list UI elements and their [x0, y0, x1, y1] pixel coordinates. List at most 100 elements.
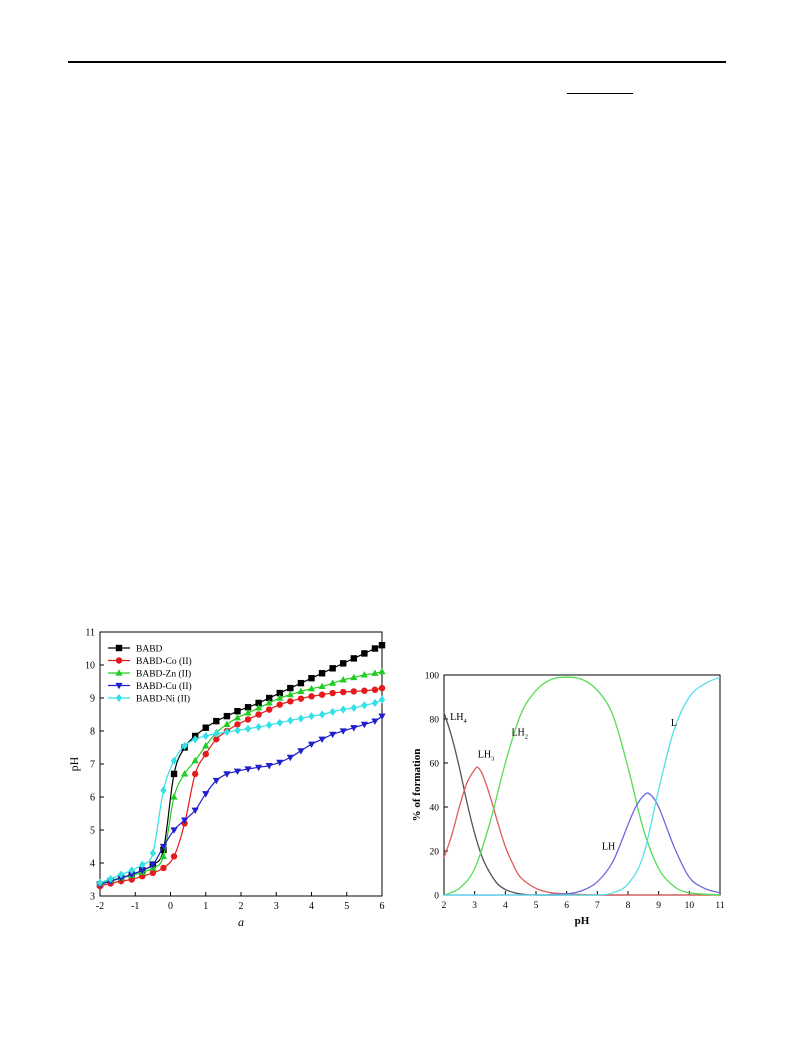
data-point-babd-cu-ii [297, 748, 305, 755]
data-point-babd-ni-ii [308, 712, 315, 721]
data-point-babd-cu-ii [339, 728, 347, 735]
x-tick-label: 11 [715, 901, 724, 911]
data-point-babd [371, 645, 379, 652]
data-point-babd [234, 708, 241, 715]
data-point-babd-ni-ii [287, 716, 294, 725]
data-point-babd-zn-ii [244, 709, 252, 716]
x-tick-label: 4 [309, 901, 314, 912]
text-underline-rule [567, 93, 633, 94]
data-point-babd-zn-ii [202, 742, 210, 749]
data-point-babd-zn-ii [360, 671, 368, 678]
data-point-babd-co-ii [234, 721, 241, 728]
data-point-babd [244, 704, 252, 711]
x-tick-label: 8 [626, 901, 631, 911]
data-point-babd-ni-ii [318, 710, 326, 719]
y-tick-label: 3 [90, 892, 95, 903]
data-point-babd-co-ii [297, 695, 305, 702]
data-point-babd-ni-ii [255, 723, 262, 732]
data-point-babd-ni-ii [213, 729, 220, 738]
data-point-babd [378, 642, 386, 649]
data-point-babd [223, 712, 231, 720]
data-point-babd-ni-ii [149, 849, 157, 858]
y-tick-label: 5 [90, 826, 95, 837]
curve-label-lh4: LH4 [450, 712, 467, 725]
x-tick-label: -2 [96, 901, 104, 912]
data-point-babd [318, 670, 326, 677]
data-point-babd-co-ii [329, 689, 336, 697]
data-point-babd-cu-ii [149, 862, 157, 869]
data-point-babd-co-ii [350, 688, 357, 695]
data-point-babd-zn-ii [233, 714, 242, 721]
curve-label-lh3: LH3 [478, 749, 495, 762]
data-point-babd-co-ii [244, 716, 252, 723]
x-tick-label: 2 [442, 901, 447, 911]
data-point-babd [202, 724, 209, 731]
data-point-babd-ni-ii [266, 721, 273, 730]
data-point-babd-cu-ii [223, 771, 231, 778]
data-point-babd [170, 770, 178, 778]
data-point-babd [297, 679, 305, 687]
data-point-babd-zn-ii [286, 690, 294, 698]
data-point-babd-zn-ii [265, 699, 273, 706]
data-point-babd-zn-ii [378, 667, 386, 675]
data-point-babd-zn-ii [255, 704, 263, 711]
x-axis-label: pH [575, 915, 590, 927]
curve-label-lh2: LH2 [511, 728, 528, 741]
data-point-babd-ni-ii [234, 726, 241, 735]
y-tick-label: 60 [430, 760, 440, 770]
data-point-babd-ni-ii [128, 866, 135, 875]
data-point-babd-co-ii [149, 869, 157, 877]
data-point-babd-ni-ii [160, 786, 167, 795]
data-point-babd-zn-ii [318, 682, 326, 690]
data-point-babd-ni-ii [329, 707, 336, 716]
data-point-babd-cu-ii [360, 721, 368, 729]
data-point-babd-co-ii [371, 686, 379, 693]
y-tick-label: 40 [430, 804, 440, 814]
data-point-babd-cu-ii [350, 725, 358, 732]
data-point-babd-cu-ii [244, 766, 252, 773]
data-point-babd-cu-ii [181, 817, 189, 824]
x-tick-label: 6 [380, 901, 385, 912]
species-distribution-chart: 2 3 4 5 6 7 8 9 10 11 0 20 40 60 80 100 pH % of formation… [392, 655, 732, 955]
species-curve-l [444, 676, 721, 896]
legend-marker-babd-co-ii [115, 657, 123, 664]
data-point-babd-ni-ii [297, 714, 305, 723]
data-point-babd-ni-ii [244, 724, 252, 733]
x-tick-label: 5 [344, 901, 349, 912]
legend-label-babd-co-ii: BABD-Co (II) [136, 656, 192, 667]
data-point-babd-co-ii [255, 711, 262, 718]
data-point-babd-co-ii [287, 698, 294, 705]
species-distribution-svg: 2 3 4 5 6 7 8 9 10 11 0 20 40 60 80 100 pH % of formation… [411, 672, 725, 928]
x-tick-label: 9 [656, 901, 661, 911]
data-point-babd [340, 660, 347, 667]
data-point-babd-cu-ii [138, 867, 146, 875]
x-tick-label: 2 [239, 901, 244, 912]
y-tick-label: 6 [90, 793, 95, 804]
data-point-babd-cu-ii [265, 763, 273, 770]
titration-curve-chart: -2 -1 0 1 2 3 4 5 6 3 4 5 6 7 8 9 10 11 a pH BABD BABD-Co (II… [67, 618, 390, 948]
data-point-babd-cu-ii [233, 768, 242, 776]
data-point-babd-cu-ii [191, 807, 199, 814]
data-point-babd-cu-ii [212, 777, 220, 785]
data-point-babd-zn-ii [339, 676, 347, 683]
data-point-babd-co-ii [308, 693, 315, 700]
data-point-babd-ni-ii [378, 695, 386, 704]
x-tick-label: 3 [274, 901, 279, 912]
species-curve-lh [443, 792, 721, 896]
curve-label-lh: LH [602, 842, 615, 853]
series-line-babd-ni-ii [99, 699, 383, 884]
data-point-babd-zn-ii [371, 669, 379, 676]
x-tick-label: 0 [168, 901, 173, 912]
data-point-babd-cu-ii [286, 754, 294, 762]
legend-label-babd: BABD [136, 645, 163, 655]
x-tick-label: -1 [131, 901, 139, 912]
x-tick-label: 3 [472, 901, 477, 911]
legend-marker-babd-cu-ii [115, 682, 123, 690]
legend-label-babd-cu-ii: BABD-Cu (II) [136, 681, 192, 692]
data-point-babd-ni-ii [276, 718, 283, 727]
data-point-babd-zn-ii [170, 793, 178, 800]
data-point-babd-zn-ii [223, 720, 231, 727]
x-axis-label: a [238, 915, 244, 929]
data-point-babd [287, 684, 294, 692]
